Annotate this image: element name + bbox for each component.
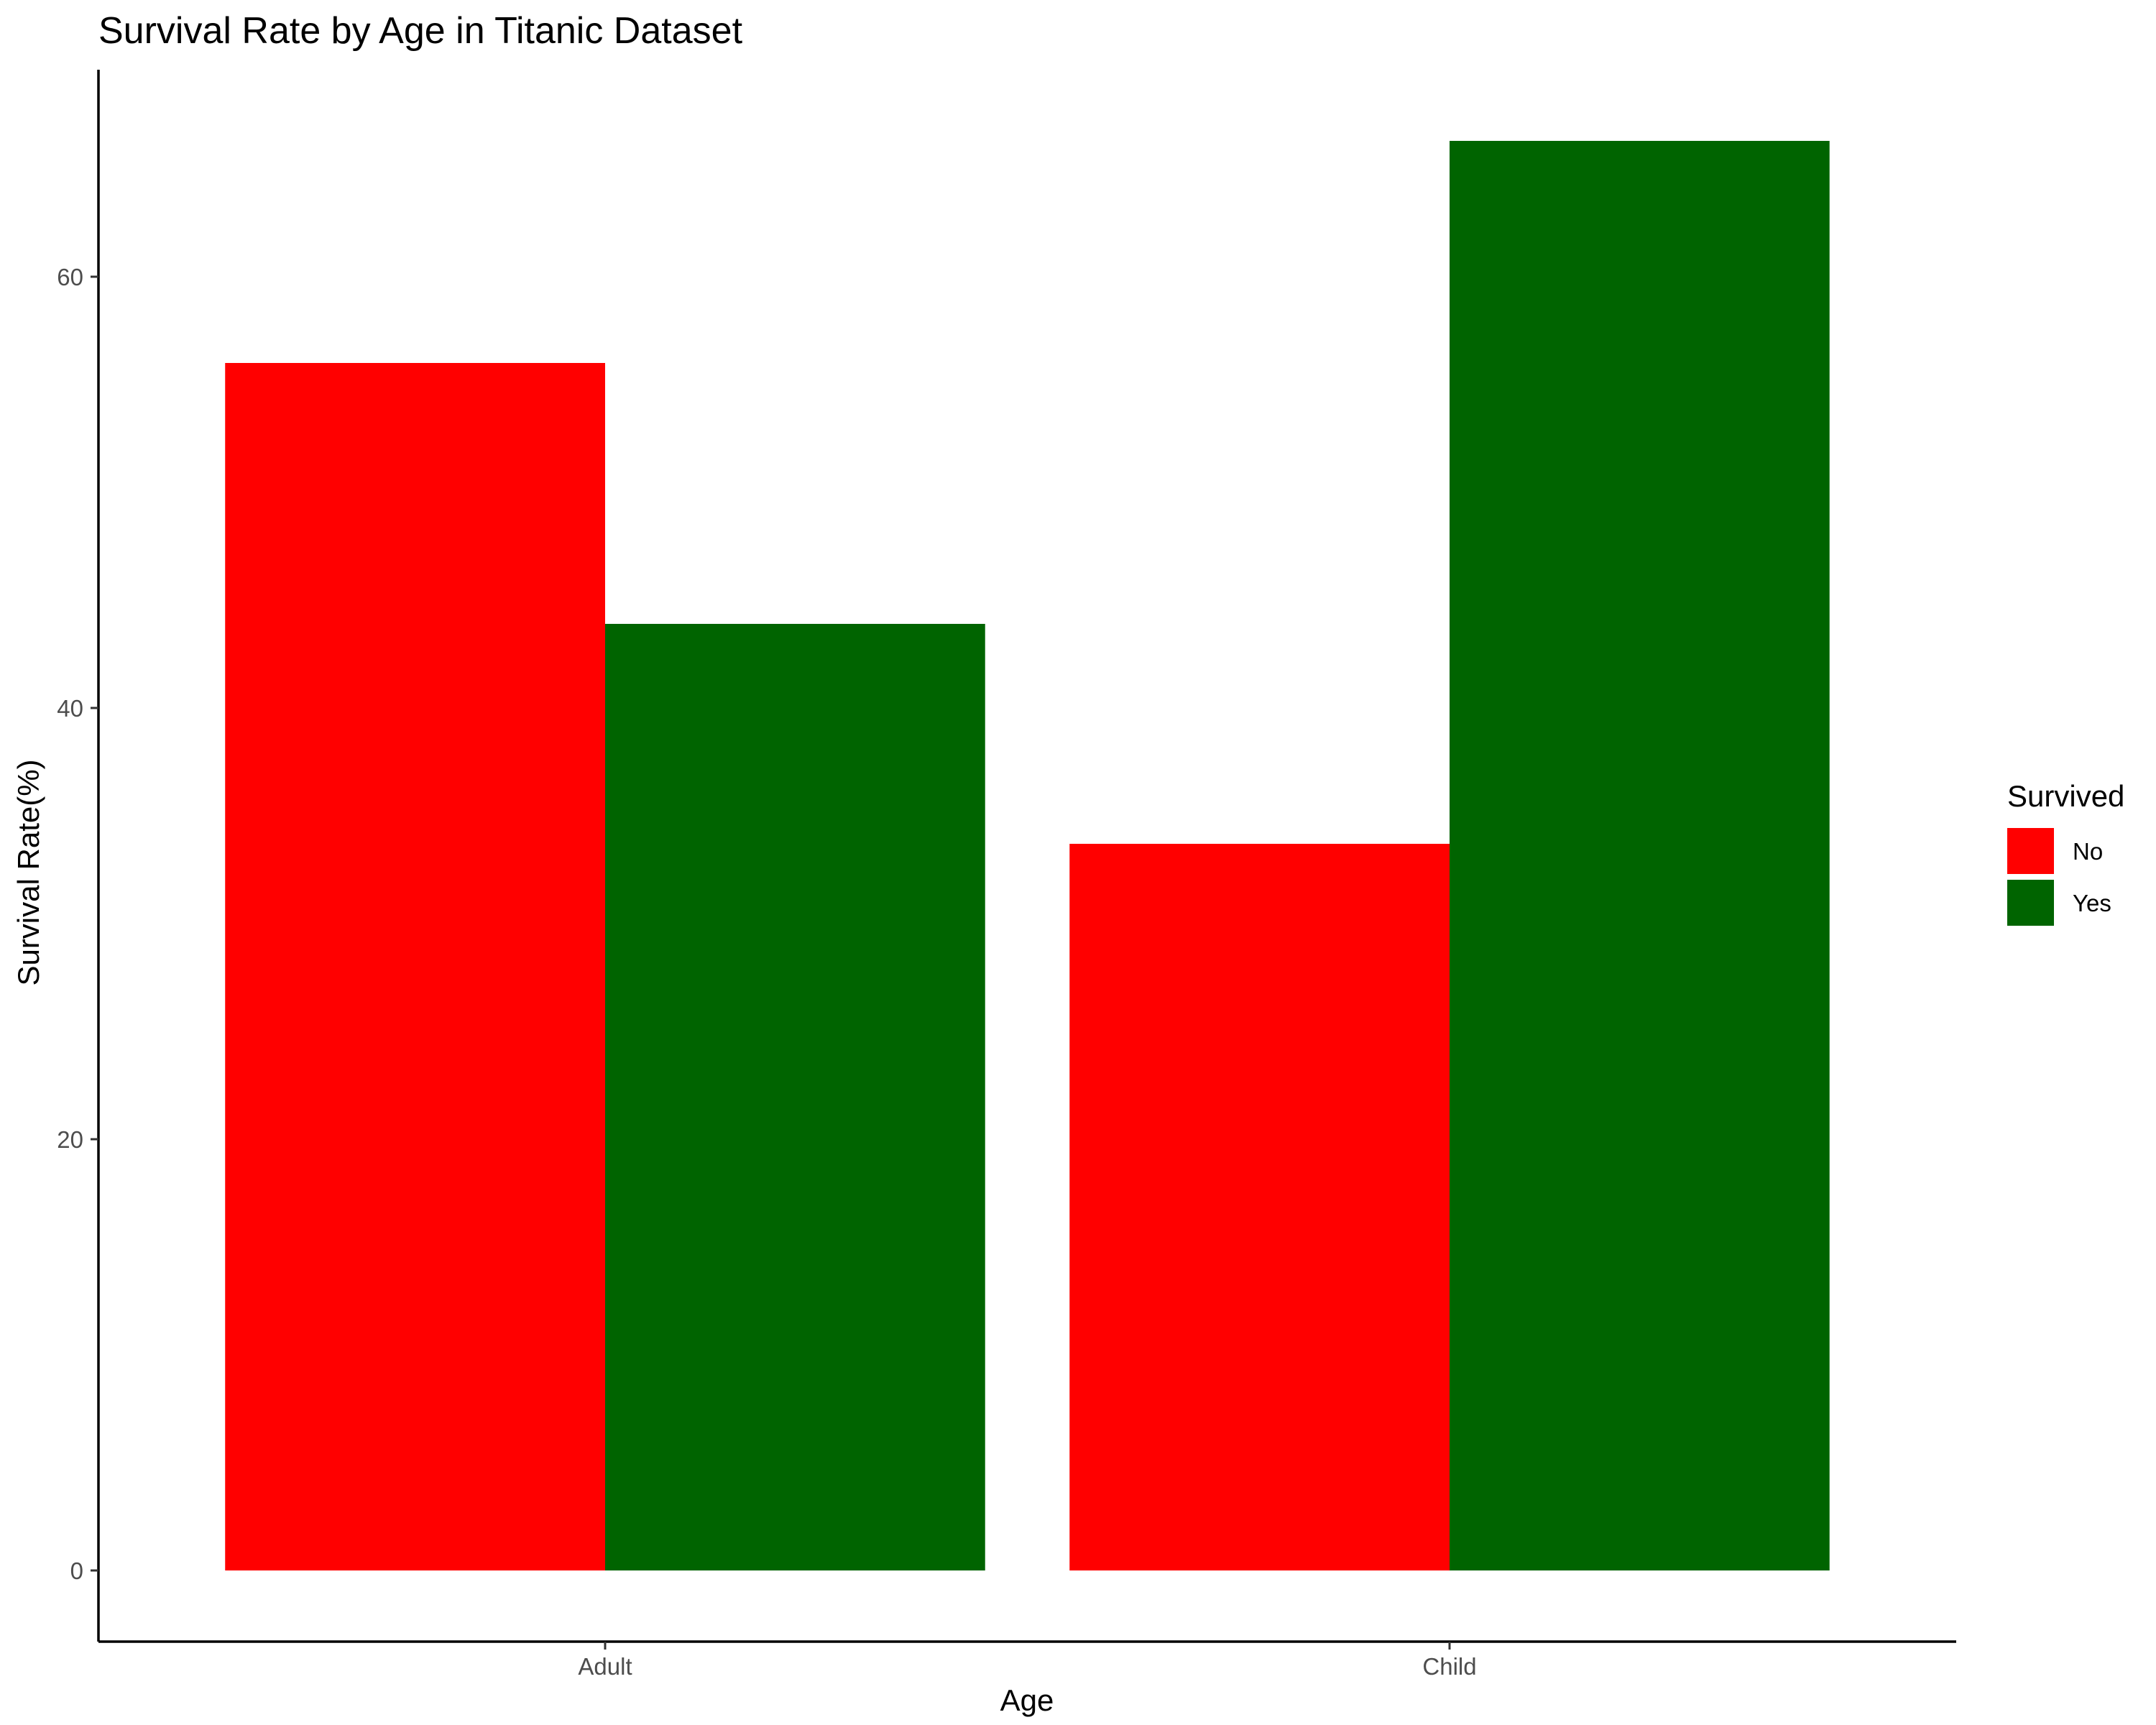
bars-group — [225, 141, 1830, 1570]
x-axis-title: Age — [1000, 1683, 1054, 1717]
legend-label-no: No — [2073, 838, 2103, 865]
y-ticks-group: 0 20 40 60 — [57, 264, 98, 1584]
legend: Survived No Yes — [2007, 779, 2124, 926]
bar-child-no — [1069, 844, 1450, 1570]
x-tick-label: Child — [1422, 1653, 1476, 1680]
chart-title: Survival Rate by Age in Titanic Dataset — [98, 10, 743, 52]
bar-adult-yes — [605, 624, 985, 1570]
bar-child-yes — [1450, 141, 1830, 1570]
x-ticks-group: Adult Child — [578, 1642, 1477, 1680]
y-tick-label: 0 — [70, 1558, 83, 1584]
legend-label-yes: Yes — [2073, 890, 2111, 916]
y-tick-label: 40 — [57, 695, 83, 722]
legend-key-yes — [2007, 880, 2054, 926]
legend-key-no — [2007, 828, 2054, 874]
y-axis-title: Survival Rate(%) — [11, 759, 45, 985]
y-tick-label: 60 — [57, 264, 83, 290]
legend-items: No Yes — [2007, 828, 2111, 926]
bar-adult-no — [225, 363, 605, 1570]
legend-title: Survived — [2007, 779, 2124, 813]
x-tick-label: Adult — [578, 1653, 632, 1680]
y-tick-label: 20 — [57, 1126, 83, 1153]
